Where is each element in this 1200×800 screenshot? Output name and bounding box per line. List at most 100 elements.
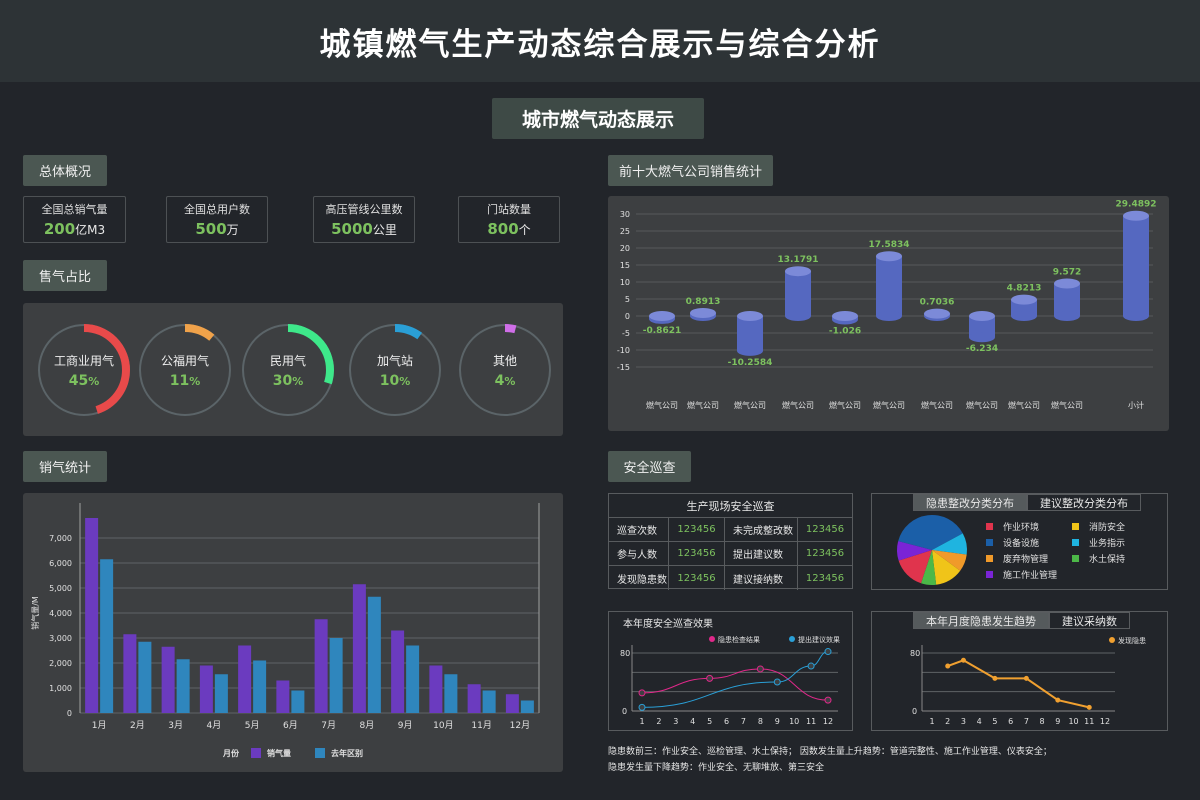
bar-sales — [429, 665, 443, 713]
bar-sales — [238, 645, 252, 713]
ring-gauge: 工商业用气 45% — [36, 322, 132, 418]
chart-title: 本年度安全巡查效果 — [623, 617, 713, 630]
legend-swatch — [789, 636, 795, 642]
legend-label: 消防安全 — [1089, 523, 1126, 533]
x-tick-label: 12月 — [510, 720, 530, 731]
data-label: 0.7036 — [920, 298, 955, 308]
cylinder-top — [785, 266, 811, 277]
legend-label: 销气量 — [267, 748, 291, 758]
x-tick-label: 5月 — [245, 720, 260, 731]
pie-slice — [932, 550, 967, 571]
ring-gauge: 其他 4% — [457, 322, 553, 418]
table-row: 发现隐患数 123456 建议接纳数 123456 — [609, 566, 852, 590]
ring-percent: 10% — [379, 372, 411, 389]
cylinder-body — [876, 256, 902, 316]
y-tick-label: 5,000 — [49, 584, 72, 593]
table-cell-label: 参与人数 — [609, 542, 669, 565]
tab-advice-category[interactable]: 建议整改分类分布 — [1027, 494, 1141, 511]
hazard-trend-panel: 本年月度隐患发生趋势 建议采纳数 发现隐患 80 0 1 2 3 4 5 6 7 8 9 10 11 12 — [871, 611, 1168, 731]
stat-unit: 亿M3 — [75, 223, 106, 237]
bar-last-year — [100, 559, 114, 713]
pie-legend-item: 业务指示 — [1072, 536, 1125, 549]
cylinder-top — [876, 251, 902, 262]
bar-last-year — [482, 690, 496, 713]
ring-arc — [139, 324, 231, 416]
pie-slice — [920, 550, 937, 585]
section-sales-tag: 销气统计 — [23, 451, 107, 482]
top10-panel: 30 25 20 15 10 5 0 -5 -10 -15 -0.8621 燃气公司 0.8913 燃气公… — [608, 196, 1169, 431]
legend-label: 废弃物管理 — [1003, 555, 1049, 565]
cylinder-body — [1123, 215, 1149, 316]
bar-sales — [391, 630, 405, 713]
ring-percent: 11% — [169, 372, 201, 389]
y-tick-label: -5 — [622, 329, 630, 338]
x-tick-label: 4 — [977, 717, 982, 726]
stat-unit: 公里 — [372, 223, 397, 237]
data-label: -1.026 — [829, 326, 861, 336]
tab-monthly-trend[interactable]: 本年月度隐患发生趋势 — [913, 612, 1049, 629]
table-row: 巡查次数 123456 未完成整改数 123456 — [609, 518, 852, 542]
table-cell-label: 巡查次数 — [609, 518, 669, 541]
y-tick-label: -10 — [617, 346, 630, 355]
bar-sales — [505, 694, 519, 713]
pie-slice — [932, 533, 967, 555]
data-point — [824, 696, 832, 704]
stat-total-users: 全国总用户数 500万 — [166, 196, 268, 243]
cylinder-body — [737, 316, 763, 351]
legend-swatch — [709, 636, 715, 642]
x-tick-label: 11月 — [471, 720, 491, 731]
ring-label: 工商业用气 — [53, 353, 114, 368]
bar-sales — [314, 619, 328, 713]
y-tick-label: 2,000 — [49, 659, 72, 668]
tab-hazard-category[interactable]: 隐患整改分类分布 — [913, 494, 1027, 511]
stat-value: 800 — [487, 220, 519, 238]
tab-advice-adopted[interactable]: 建议采纳数 — [1049, 612, 1130, 629]
hazard-pie-chart — [897, 515, 967, 585]
y-tick-label: 1,000 — [49, 684, 72, 693]
cylinder-base — [1054, 311, 1080, 321]
data-label: -10.2584 — [728, 358, 773, 368]
ring-svg — [139, 324, 231, 416]
cylinder-base — [785, 311, 811, 321]
bar-last-year — [406, 645, 420, 713]
y-axis-title: 销气量/M — [30, 596, 40, 630]
cylinder-base — [876, 311, 902, 321]
cylinder-top — [737, 311, 763, 321]
table-row: 参与人数 123456 提出建议数 123456 — [609, 542, 852, 566]
stat-unit: 个 — [518, 223, 531, 237]
x-tick-label: 2月 — [130, 720, 145, 731]
stat-label: 全国总销气量 — [41, 203, 108, 216]
x-tick-label: 10 — [789, 717, 799, 726]
table-cell-label: 未完成整改数 — [725, 518, 798, 541]
top-banner: 城镇燃气生产动态综合展示与综合分析 — [0, 0, 1200, 82]
ring-gauge: 公福用气 11% — [137, 322, 233, 418]
legend-label: 去年区别 — [331, 748, 363, 758]
legend-swatch — [315, 748, 325, 758]
sales-panel: 0 1,000 2,000 3,000 4,000 5,000 6,000 7,000 销气量/… — [23, 493, 563, 772]
y-tick-label: 80 — [620, 649, 630, 658]
bar-sales — [85, 518, 99, 713]
legend-label: 作业环境 — [1003, 523, 1040, 533]
legend-label: 提出建议效果 — [798, 635, 840, 644]
x-tick-label: 5 — [992, 717, 997, 726]
x-tick-label: 6月 — [283, 720, 298, 731]
data-point — [638, 689, 646, 697]
x-tick-label: 7 — [741, 717, 746, 726]
data-point — [960, 657, 966, 663]
x-tick-label: 燃气公司 — [1008, 400, 1040, 410]
x-tick-label: 2 — [945, 717, 950, 726]
ring-svg — [459, 324, 551, 416]
stat-unit: 万 — [226, 223, 239, 237]
section-share-tag: 售气占比 — [23, 260, 107, 291]
y-tick-label: 7,000 — [49, 534, 72, 543]
y-tick-label: 25 — [620, 227, 630, 236]
sales-bar-chart: 0 1,000 2,000 3,000 4,000 5,000 6,000 7,000 销气量/… — [30, 503, 540, 758]
x-tick-label: 8 — [1040, 717, 1045, 726]
ring-label: 加气站 — [376, 353, 413, 368]
legend-label: 设备设施 — [1003, 539, 1040, 549]
legend-swatch — [986, 555, 993, 562]
bar-last-year — [367, 596, 381, 713]
table-cell-value: 123456 — [669, 542, 725, 565]
cylinder-top — [832, 311, 858, 321]
footnote-line-1: 隐患数前三：作业安全、巡检管理、水土保持； 因数发生量上升趋势：管道完整性、施工… — [608, 747, 1052, 757]
